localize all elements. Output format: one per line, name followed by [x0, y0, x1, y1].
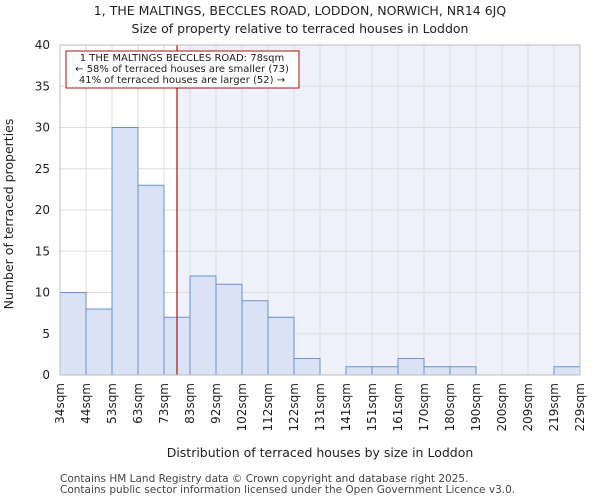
x-axis-label: Distribution of terraced houses by size … — [167, 445, 474, 460]
x-tick-53sqm: 53sqm — [105, 383, 119, 424]
footer-line-1: Contains HM Land Registry data © Crown c… — [60, 473, 469, 485]
y-tick-15: 15 — [35, 244, 50, 258]
x-axis-ticks: 34sqm 44sqm 53sqm 63sqm 73sqm 83sqm 92sqm 102sq… — [53, 383, 587, 431]
x-tick-161sqm: 161sqm — [391, 383, 405, 431]
bar-63sqm — [137, 184, 165, 376]
x-tick-34sqm: 34sqm — [53, 383, 67, 424]
y-tick-25: 25 — [35, 162, 50, 176]
bars-group — [59, 127, 581, 376]
y-axis-label: Number of terraced properties — [1, 119, 16, 310]
bar-161sqm — [397, 358, 425, 376]
y-axis-ticks: 0 5 10 15 20 25 30 35 40 — [35, 38, 50, 382]
x-tick-229sqm: 229sqm — [573, 383, 587, 431]
bar-151sqm — [371, 366, 399, 376]
annotation-line-2: ← 58% of terraced houses are smaller (73… — [75, 64, 289, 75]
bar-34sqm — [59, 292, 87, 376]
x-tick-92sqm: 92sqm — [209, 383, 223, 424]
y-tick-5: 5 — [42, 327, 50, 341]
bar-219sqm — [553, 366, 581, 376]
x-tick-131sqm: 131sqm — [313, 383, 327, 431]
x-tick-73sqm: 73sqm — [157, 383, 171, 424]
bar-44sqm — [85, 308, 113, 376]
plot-frame — [59, 44, 581, 376]
x-tick-63sqm: 63sqm — [131, 383, 145, 424]
x-tick-44sqm: 44sqm — [79, 383, 93, 424]
x-tick-122sqm: 122sqm — [287, 383, 301, 431]
bar-53sqm — [111, 127, 139, 376]
x-tick-141sqm: 141sqm — [339, 383, 353, 431]
y-tick-35: 35 — [35, 79, 50, 93]
y-tick-0: 0 — [42, 368, 50, 382]
x-tick-170sqm: 170sqm — [417, 383, 431, 431]
annotation-line-1: 1 THE MALTINGS BECCLES ROAD: 78sqm — [80, 53, 284, 64]
x-tick-209sqm: 209sqm — [521, 383, 535, 431]
x-tick-112sqm: 112sqm — [261, 383, 275, 431]
x-tick-219sqm: 219sqm — [547, 383, 561, 431]
bar-122sqm — [293, 358, 321, 376]
x-tick-180sqm: 180sqm — [443, 383, 457, 431]
x-tick-102sqm: 102sqm — [235, 383, 249, 431]
bar-170sqm — [423, 366, 451, 376]
x-tick-190sqm: 190sqm — [469, 383, 483, 431]
chart-subtitle: Size of property relative to terraced ho… — [132, 21, 469, 36]
bar-102sqm — [241, 300, 269, 376]
bar-83sqm — [189, 275, 217, 376]
y-tick-30: 30 — [35, 121, 50, 135]
x-tick-200sqm: 200sqm — [495, 383, 509, 431]
bar-112sqm — [267, 316, 295, 376]
bar-180sqm — [449, 366, 477, 376]
x-tick-151sqm: 151sqm — [365, 383, 379, 431]
y-tick-10: 10 — [35, 286, 50, 300]
y-tick-20: 20 — [35, 203, 50, 217]
chart-title: 1, THE MALTINGS, BECCLES ROAD, LODDON, N… — [94, 3, 507, 18]
x-tick-83sqm: 83sqm — [183, 383, 197, 424]
y-tick-40: 40 — [35, 38, 50, 52]
annotation-box — [65, 50, 300, 89]
bar-92sqm — [215, 283, 243, 376]
bar-141sqm — [345, 366, 373, 376]
footer-line-2: Contains public sector information licen… — [60, 484, 516, 496]
annotation-line-3: 41% of terraced houses are larger (52) → — [79, 75, 285, 86]
